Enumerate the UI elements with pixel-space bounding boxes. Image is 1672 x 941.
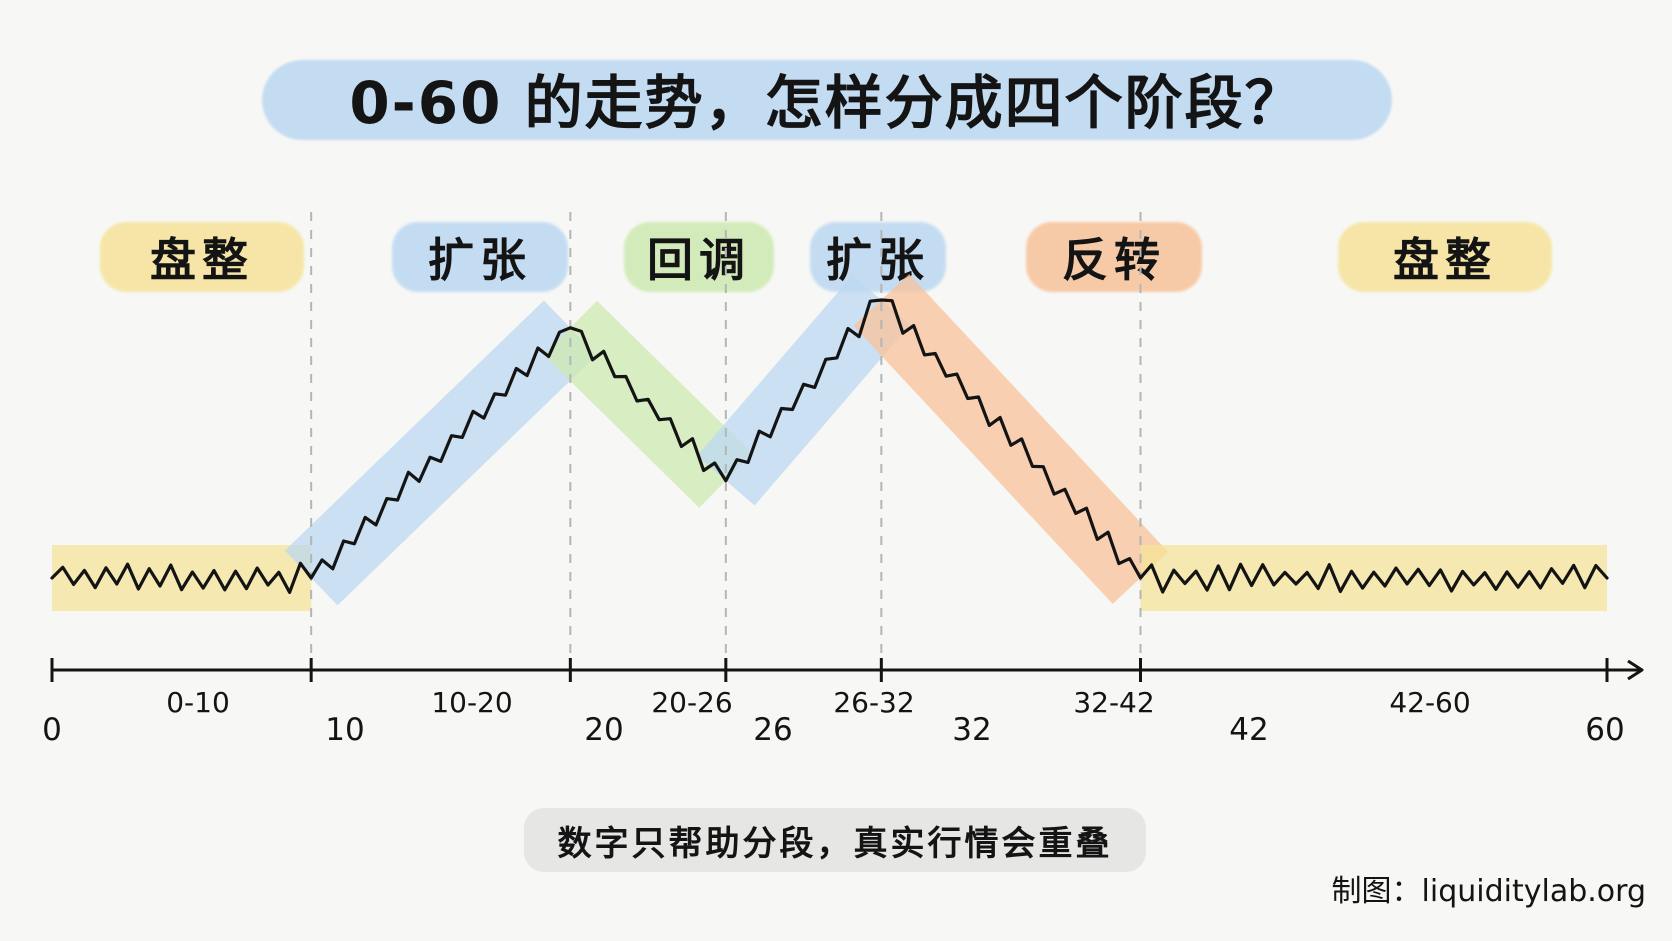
phase-label-pullback: 回调 (624, 222, 774, 292)
range-label: 32-42 (1073, 686, 1155, 719)
range-label: 26-32 (833, 686, 915, 719)
phase-band (52, 545, 312, 611)
range-label: 42-60 (1389, 686, 1471, 719)
phase-highlight (392, 222, 568, 292)
range-label: 20-26 (651, 686, 733, 719)
phase-label-expansion-1: 扩张 (392, 222, 568, 292)
phase-highlight (810, 222, 946, 292)
phase-band (284, 300, 597, 606)
phase-highlight (100, 222, 304, 292)
phase-text: 扩张 (428, 233, 532, 287)
phase-label-expansion-2: 扩张 (810, 222, 946, 292)
phase-band (697, 275, 911, 506)
price-line (50, 298, 1609, 595)
tick-label: 10 (325, 712, 365, 748)
phase-label-consolidation-1: 盘整 (100, 222, 304, 292)
tick-label: 60 (1585, 712, 1625, 748)
tick-label: 32 (952, 712, 992, 748)
phase-highlight (1338, 222, 1552, 292)
phase-bands (52, 274, 1607, 611)
phase-text: 回调 (647, 233, 751, 287)
phase-label-reversal: 反转 (1026, 222, 1202, 292)
page-title: 0-60 的走势，怎样分成四个阶段？ (349, 69, 1305, 137)
phase-dividers (310, 212, 1142, 664)
phase-text: 反转 (1062, 233, 1166, 287)
phase-highlight (624, 222, 774, 292)
time-axis (50, 658, 1644, 682)
title-banner: 0-60 的走势，怎样分成四个阶段？ (262, 52, 1392, 144)
phase-text: 盘整 (1393, 233, 1497, 287)
tick-label: 0 (42, 712, 62, 748)
range-label: 10-20 (431, 686, 513, 719)
footnote-highlight (524, 808, 1146, 872)
footnote-text: 数字只帮助分段，真实行情会重叠 (557, 823, 1113, 864)
tick-label: 42 (1229, 712, 1269, 748)
phase-text: 盘整 (150, 233, 254, 287)
price-path (50, 298, 1609, 595)
phase-highlight (1026, 222, 1202, 292)
footnote: 数字只帮助分段，真实行情会重叠 (524, 808, 1146, 872)
title-highlight (262, 60, 1392, 140)
phase-band (1140, 545, 1607, 611)
phase-band (543, 300, 753, 508)
phase-label-consolidation-2: 盘整 (1338, 222, 1552, 292)
axis-arrowhead (1627, 659, 1644, 681)
tick-label: 26 (753, 712, 793, 748)
tick-label: 20 (584, 712, 624, 748)
range-label: 0-10 (166, 686, 230, 719)
credit-text: 制图：liquiditylab.org (1331, 874, 1646, 909)
